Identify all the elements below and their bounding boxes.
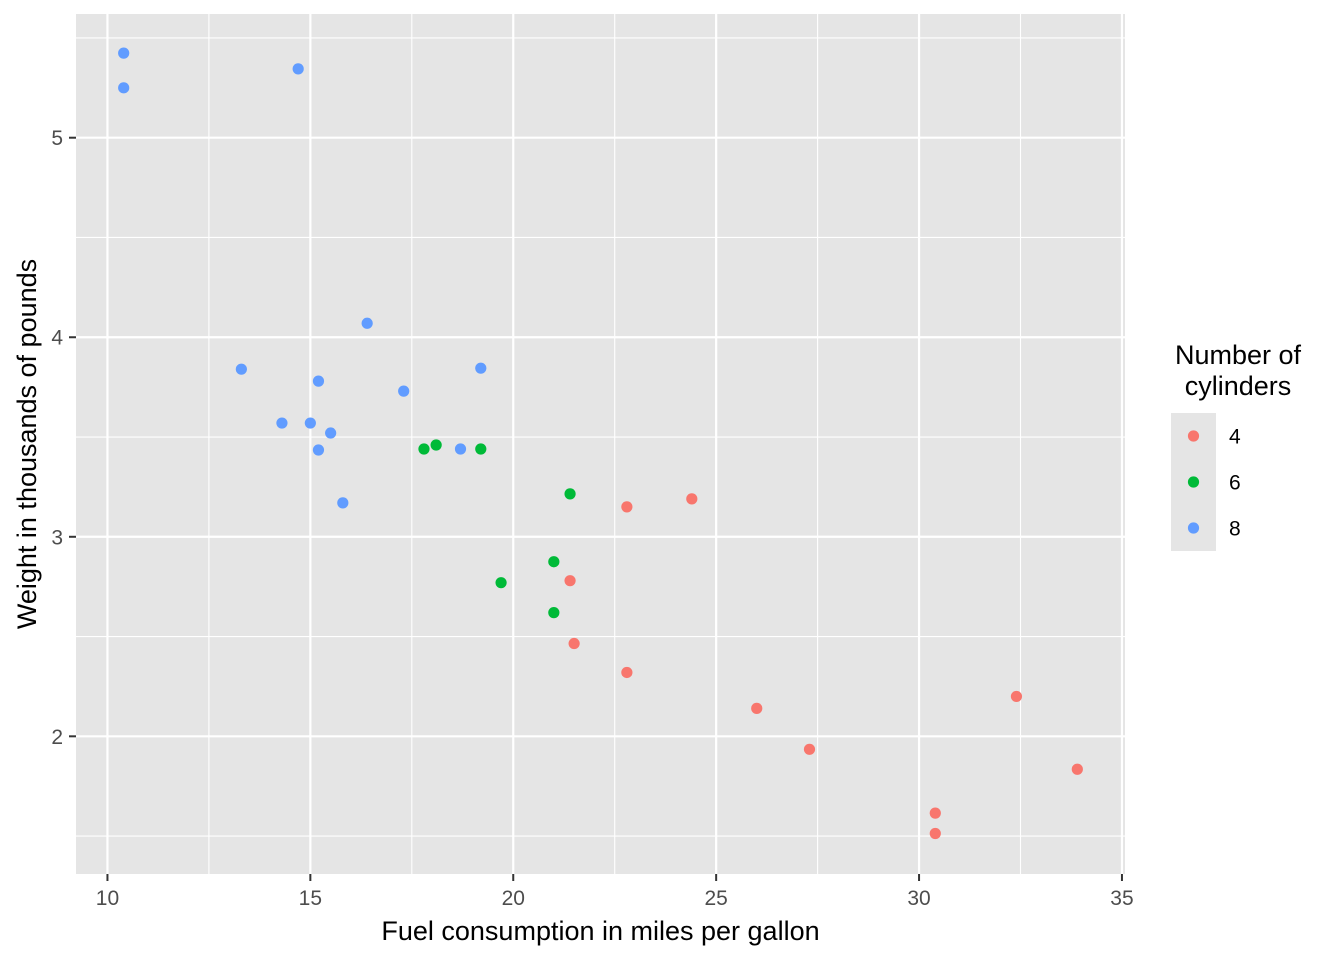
x-tick-label: 20 — [502, 887, 525, 910]
y-axis-title: Weight in thousands of pounds — [12, 259, 42, 629]
legend-label-6: 6 — [1229, 472, 1241, 495]
data-point-cyl-6 — [475, 443, 487, 455]
data-point-cyl-6 — [418, 443, 430, 455]
y-axis-tick-labels: 2 3 4 5 — [51, 127, 63, 749]
legend-title: Number of cylinders — [1175, 340, 1302, 401]
data-point-cyl-4 — [621, 501, 633, 513]
data-point-cyl-8 — [325, 427, 337, 439]
data-point-cyl-8 — [276, 417, 288, 429]
data-point-cyl-4 — [568, 637, 580, 650]
y-tick-label: 5 — [51, 127, 63, 150]
legend-swatch-4 — [1187, 430, 1200, 442]
x-tick-label: 35 — [1110, 887, 1133, 910]
data-point-cyl-8 — [118, 82, 130, 94]
plot-panel — [76, 14, 1125, 874]
x-tick-label: 15 — [299, 887, 322, 910]
data-point-cyl-4 — [621, 666, 633, 679]
minor-gridlines — [76, 14, 1125, 874]
data-point-cyl-6 — [564, 488, 576, 500]
x-axis-title: Fuel consumption in miles per gallon — [381, 916, 819, 946]
data-point-cyl-6 — [495, 577, 507, 589]
legend-label-4: 4 — [1229, 426, 1241, 449]
data-point-cyl-4 — [1071, 763, 1083, 775]
data-point-cyl-4 — [751, 702, 763, 714]
data-point-cyl-4 — [929, 807, 941, 819]
legend-swatch-6 — [1187, 476, 1200, 488]
x-axis-tick-labels: 10 15 20 25 30 35 — [96, 887, 1134, 910]
data-point-cyl-4 — [686, 493, 698, 505]
data-point-cyl-4 — [803, 743, 816, 755]
data-point-cyl-4 — [929, 827, 941, 840]
legend: Number of cylinders 4 6 8 — [1171, 340, 1302, 551]
data-point-cyl-8 — [398, 385, 410, 397]
data-point-cyl-8 — [235, 363, 247, 375]
data-point-cyl-8 — [118, 47, 130, 59]
data-points — [118, 47, 1083, 840]
legend-label-8: 8 — [1229, 518, 1241, 541]
x-tick-label: 30 — [907, 887, 930, 910]
data-point-cyl-8 — [454, 443, 467, 455]
y-tick-label: 4 — [51, 327, 63, 350]
data-point-cyl-6 — [548, 607, 560, 619]
axis-ticks — [69, 136, 1123, 881]
y-tick-label: 2 — [51, 726, 63, 749]
data-point-cyl-6 — [548, 556, 560, 568]
x-tick-label: 25 — [704, 887, 727, 910]
data-point-cyl-8 — [475, 362, 487, 374]
legend-swatch-8 — [1187, 522, 1200, 534]
data-point-cyl-8 — [312, 444, 325, 456]
data-point-cyl-4 — [1010, 690, 1023, 703]
x-tick-label: 10 — [96, 887, 119, 910]
y-tick-label: 3 — [51, 526, 63, 549]
data-point-cyl-8 — [337, 497, 349, 509]
data-point-cyl-8 — [361, 317, 373, 329]
major-gridlines — [76, 14, 1125, 874]
data-point-cyl-4 — [564, 575, 576, 587]
data-point-cyl-8 — [304, 417, 316, 429]
data-point-cyl-8 — [292, 63, 304, 75]
data-point-cyl-6 — [430, 439, 442, 451]
data-point-cyl-8 — [312, 375, 325, 387]
